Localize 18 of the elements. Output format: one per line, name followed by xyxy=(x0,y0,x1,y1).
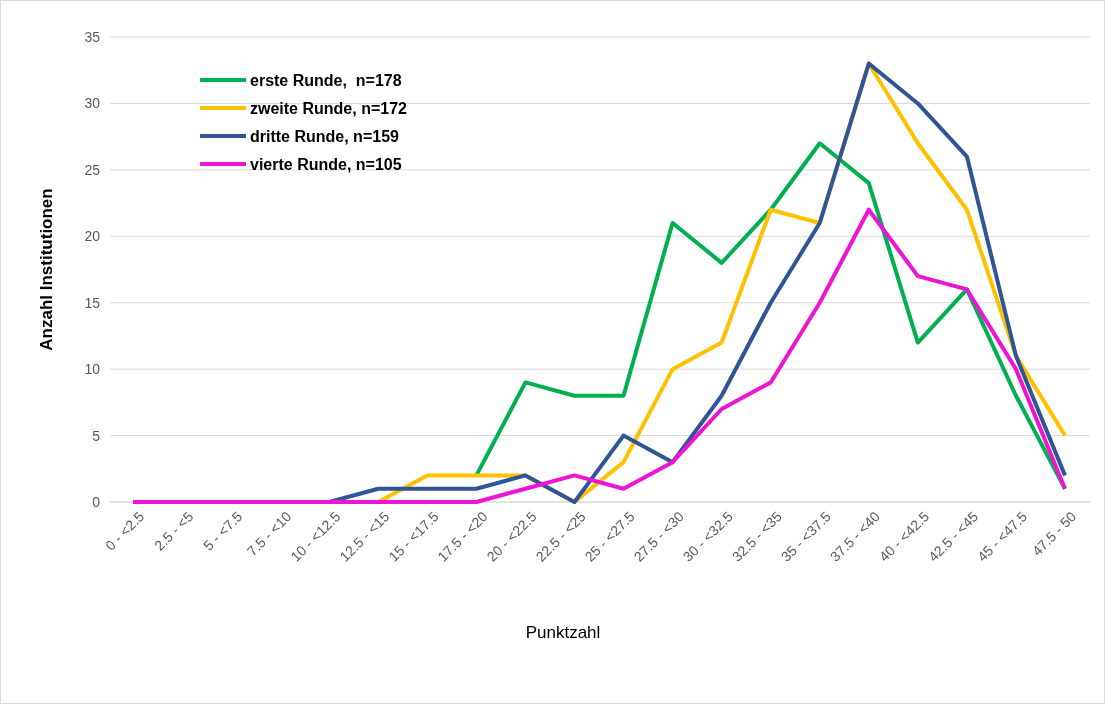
x-tick-label: 0 - <2.5 xyxy=(102,508,148,554)
legend-label: zweite Runde, n=172 xyxy=(250,99,408,117)
x-axis-title: Punktzahl xyxy=(525,623,601,642)
y-tick-label: 0 xyxy=(92,493,101,510)
legend-label: erste Runde, n=178 xyxy=(250,71,402,89)
y-tick-label: 35 xyxy=(84,28,101,45)
y-tick-label: 15 xyxy=(84,294,101,311)
x-tick-label: 2.5 - <5 xyxy=(151,508,197,554)
y-tick-label: 30 xyxy=(84,95,101,112)
line-series xyxy=(131,207,1067,504)
y-tick-label: 25 xyxy=(84,161,101,178)
legend-label: dritte Runde, n=159 xyxy=(250,127,400,145)
x-tick-label: 5 - <7.5 xyxy=(200,508,246,554)
legend-label: vierte Runde, n=105 xyxy=(250,155,402,173)
y-tick-label: 10 xyxy=(84,361,101,378)
y-tick-label: 20 xyxy=(84,228,101,245)
y-axis-title: Anzahl Institutionen xyxy=(37,188,56,351)
y-tick-label: 5 xyxy=(92,427,101,444)
